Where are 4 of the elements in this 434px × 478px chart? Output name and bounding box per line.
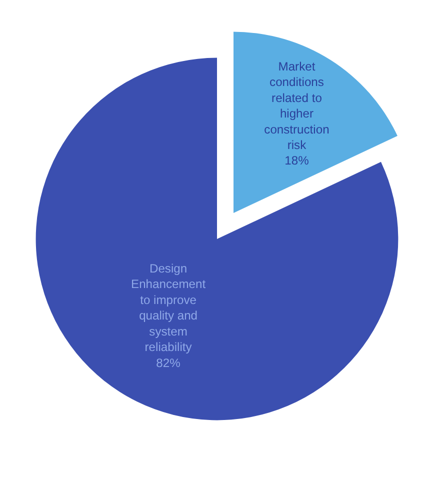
slice-label: Design Enhancement to improve quality and system reliability [131,262,206,354]
data-label: 82% [156,356,181,370]
data-label: 18% [284,154,310,168]
slice-label: Market conditions related to higher construction risk [264,59,330,152]
